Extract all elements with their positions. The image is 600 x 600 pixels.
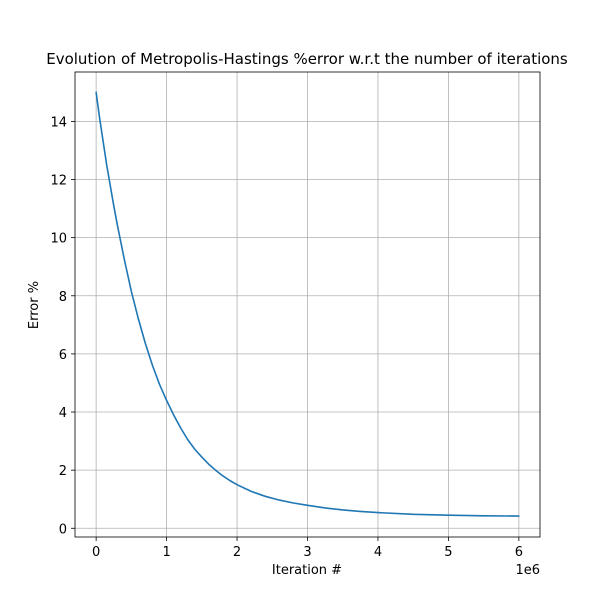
x-axis-offset-label: 1e6	[515, 563, 540, 578]
x-axis-label: Iteration #	[272, 563, 342, 578]
y-tick-label: 0	[59, 522, 67, 537]
y-axis-ticks: 0 2 4 6 8 10 12 14	[50, 115, 75, 537]
x-tick-label: 1	[162, 545, 170, 560]
x-tick-label: 0	[92, 545, 100, 560]
grid	[75, 72, 540, 537]
y-tick-label: 8	[59, 290, 67, 305]
x-tick-label: 4	[374, 545, 382, 560]
y-tick-label: 4	[59, 406, 67, 421]
x-tick-label: 5	[444, 545, 452, 560]
x-tick-label: 2	[233, 545, 241, 560]
error-series-line	[95, 91, 520, 517]
x-tick-label: 3	[303, 545, 311, 560]
y-axis-label: Error %	[27, 281, 42, 329]
x-tick-label: 6	[515, 545, 523, 560]
y-tick-label: 14	[50, 115, 67, 130]
chart-title: Evolution of Metropolis-Hastings %error …	[46, 50, 568, 68]
series-layer	[95, 91, 520, 517]
y-tick-label: 12	[50, 174, 67, 189]
y-tick-label: 6	[59, 348, 67, 363]
y-tick-label: 10	[50, 232, 67, 247]
x-axis-ticks: 0 1 2 3 4 5 6	[92, 537, 523, 560]
y-tick-label: 2	[59, 464, 67, 479]
